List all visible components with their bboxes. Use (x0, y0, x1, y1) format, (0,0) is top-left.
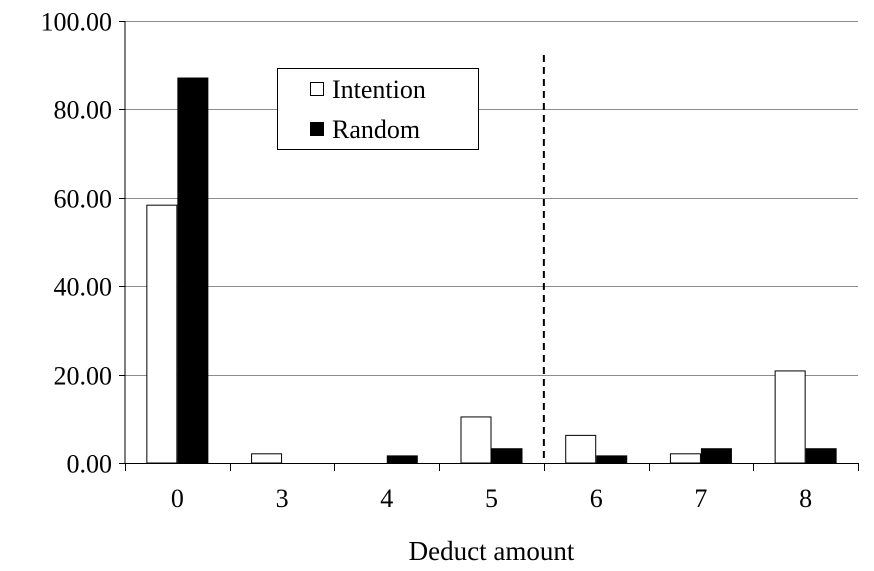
x-tick-label: 3 (276, 484, 289, 513)
y-ticks: 0.00 20.00 40.00 60.00 80.00 100.00 (41, 8, 126, 479)
y-tick-label: 100.00 (41, 8, 113, 37)
y-tick-label: 60.00 (54, 185, 113, 214)
bar-intention-8 (774, 370, 806, 464)
legend: Intention Random (277, 68, 479, 150)
x-tick-label: 4 (380, 484, 393, 513)
x-tick-label: 5 (485, 484, 498, 513)
bars (146, 77, 837, 464)
bar-random-0 (177, 77, 209, 464)
y-tick-label: 80.00 (54, 96, 113, 125)
bar-intention-5 (460, 416, 492, 464)
bar-random-7 (700, 448, 732, 464)
y-tick-label: 20.00 (54, 362, 113, 391)
bar-random-5 (491, 448, 523, 464)
bar-random-6 (596, 455, 628, 464)
gridlines (125, 21, 858, 376)
x-tick-label: 6 (590, 484, 603, 513)
x-tick-label: 7 (694, 484, 707, 513)
bar-random-8 (805, 448, 837, 464)
x-tick-label: 0 (171, 484, 184, 513)
x-ticks: 0 3 4 5 6 7 8 (125, 463, 859, 513)
x-tick-label: 8 (799, 484, 812, 513)
x-axis-title: Deduct amount (409, 536, 575, 566)
legend-label-intention: Intention (332, 75, 426, 104)
legend-swatch-random (310, 122, 324, 136)
y-tick-label: 0.00 (67, 450, 113, 479)
bar-intention-0 (146, 204, 178, 464)
bar-intention-6 (565, 434, 597, 464)
legend-label-random: Random (332, 115, 420, 144)
y-tick-label: 40.00 (54, 273, 113, 302)
legend-swatch-intention (310, 82, 324, 96)
bar-intention-3 (251, 453, 283, 464)
bar-intention-7 (669, 453, 701, 464)
bar-random-4 (386, 455, 418, 464)
